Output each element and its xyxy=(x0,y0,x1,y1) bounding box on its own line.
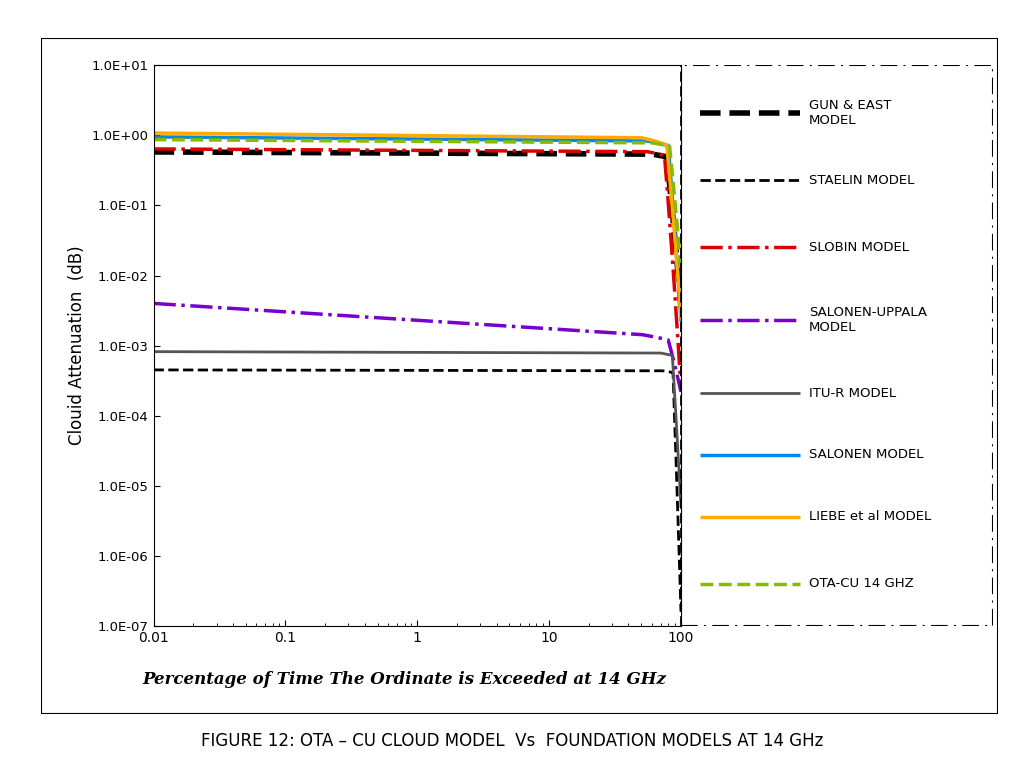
Text: SALONEN-UPPALA
MODEL: SALONEN-UPPALA MODEL xyxy=(809,306,927,334)
Text: OTA-CU 14 GHZ: OTA-CU 14 GHZ xyxy=(809,578,913,591)
Text: SALONEN MODEL: SALONEN MODEL xyxy=(809,449,924,462)
Y-axis label: Clouid Attenuation  (dB): Clouid Attenuation (dB) xyxy=(68,246,86,445)
Text: FIGURE 12: OTA – CU CLOUD MODEL  Vs  FOUNDATION MODELS AT 14 GHz: FIGURE 12: OTA – CU CLOUD MODEL Vs FOUND… xyxy=(201,732,823,750)
Text: LIEBE et al MODEL: LIEBE et al MODEL xyxy=(809,510,931,523)
Text: ITU-R MODEL: ITU-R MODEL xyxy=(809,387,896,400)
Text: GUN & EAST
MODEL: GUN & EAST MODEL xyxy=(809,99,891,127)
Text: SLOBIN MODEL: SLOBIN MODEL xyxy=(809,241,909,254)
Text: Percentage of Time The Ordinate is Exceeded at 14 GHz: Percentage of Time The Ordinate is Excee… xyxy=(142,671,667,688)
Text: STAELIN MODEL: STAELIN MODEL xyxy=(809,174,914,187)
